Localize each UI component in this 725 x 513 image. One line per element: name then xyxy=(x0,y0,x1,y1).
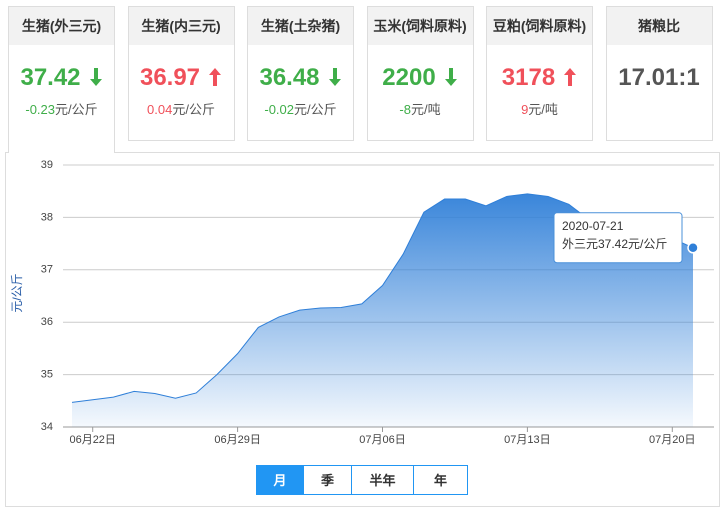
y-axis-label: 元/公斤 xyxy=(10,273,24,312)
card-title: 猪粮比 xyxy=(606,7,712,45)
price-value: 36.97 xyxy=(139,64,201,91)
change-value: 9 xyxy=(521,102,529,117)
trend-arrow xyxy=(209,68,222,86)
tooltip-date: 2020-07-21 xyxy=(562,219,624,233)
tooltip-text: 外三元37.42元/公斤 xyxy=(562,237,667,251)
x-tick-label: 07月13日 xyxy=(504,434,550,446)
y-tick-label: 36 xyxy=(41,316,53,328)
x-tick-label: 07月20日 xyxy=(649,434,695,446)
card-change: -0.23元/公斤 xyxy=(9,99,114,118)
area-fill xyxy=(72,193,693,427)
card-title: 生猪(内三元) xyxy=(128,7,234,45)
card-price: 36.48 xyxy=(248,63,353,93)
arrow-shape xyxy=(564,68,577,86)
price-card: 玉米(饲料原料) 2200 -8元/吨 xyxy=(366,6,474,141)
arrow-shape xyxy=(444,68,457,86)
price-card: 生猪(外三元) 37.42 -0.23元/公斤 xyxy=(8,6,115,153)
trend-arrow xyxy=(89,68,102,86)
hover-point xyxy=(687,242,699,254)
range-buttons: 月季半年年 xyxy=(256,465,468,495)
card-change: -0.02元/公斤 xyxy=(248,99,353,118)
range-button[interactable]: 年 xyxy=(414,465,468,495)
range-button[interactable]: 月 xyxy=(256,465,304,495)
y-tick-label: 38 xyxy=(41,211,53,223)
chart-panel: 元/公斤 34 35 36 37 38 39 06月22日 06月29日 07月06日 07月13… xyxy=(5,152,720,507)
price-card: 生猪(内三元) 36.97 0.04元/公斤 xyxy=(127,6,235,141)
range-button[interactable]: 半年 xyxy=(352,465,414,495)
trend-arrow xyxy=(328,68,341,86)
change-unit: 元/公斤 xyxy=(172,102,215,117)
price-value: 3178 xyxy=(501,64,556,91)
price-card: 豆粕(饲料原料) 3178 9元/吨 xyxy=(486,6,593,141)
card-title: 玉米(饲料原料) xyxy=(367,7,473,45)
trend-arrow xyxy=(564,68,577,86)
y-tick-label: 35 xyxy=(41,369,53,381)
change-value: -0.02 xyxy=(264,102,294,117)
change-value: -8 xyxy=(399,102,411,117)
y-tick-label: 37 xyxy=(41,264,53,276)
x-tick-label: 07月06日 xyxy=(359,434,405,446)
card-title: 生猪(外三元) xyxy=(9,7,114,45)
change-unit: 元/吨 xyxy=(410,102,441,117)
price-value: 2200 xyxy=(382,64,436,91)
range-button[interactable]: 季 xyxy=(304,465,352,495)
change-value: -0.23 xyxy=(25,102,55,117)
card-title: 生猪(土杂猪) xyxy=(248,7,353,45)
x-tick-label: 06月29日 xyxy=(214,434,260,446)
trend-arrow xyxy=(444,68,457,86)
card-price: 36.97 xyxy=(129,63,234,93)
change-unit: 元/公斤 xyxy=(294,102,337,117)
chart: 元/公斤 34 35 36 37 38 39 06月22日 06月29日 07月06日 07月13… xyxy=(10,159,714,446)
card-change: 9元/吨 xyxy=(487,99,592,118)
change-unit: 元/吨 xyxy=(528,102,558,117)
y-tick-label: 34 xyxy=(41,421,53,433)
change-unit: 元/公斤 xyxy=(55,102,98,117)
price-value: 17.01:1 xyxy=(618,64,700,91)
card-price: 3178 xyxy=(487,63,592,93)
price-card: 生猪(土杂猪) 36.48 -0.02元/公斤 xyxy=(247,6,354,141)
arrow-shape xyxy=(209,68,222,86)
card-change: 0.04元/公斤 xyxy=(129,99,234,118)
x-tick-label: 06月22日 xyxy=(69,434,115,446)
tooltip-box xyxy=(553,212,683,264)
card-price: 17.01:1 xyxy=(607,63,712,93)
arrow-shape xyxy=(328,68,341,86)
card-change: -8元/吨 xyxy=(368,99,473,118)
price-value: 37.42 xyxy=(20,64,81,91)
card-price: 2200 xyxy=(368,63,473,93)
price-card: 猪粮比 17.01:1 xyxy=(605,6,713,141)
arrow-shape xyxy=(89,68,102,86)
price-value: 36.48 xyxy=(259,64,320,91)
y-tick-label: 39 xyxy=(41,159,53,171)
card-title: 豆粕(饲料原料) xyxy=(487,7,592,45)
card-price: 37.42 xyxy=(9,63,114,93)
change-value: 0.04 xyxy=(147,102,173,117)
